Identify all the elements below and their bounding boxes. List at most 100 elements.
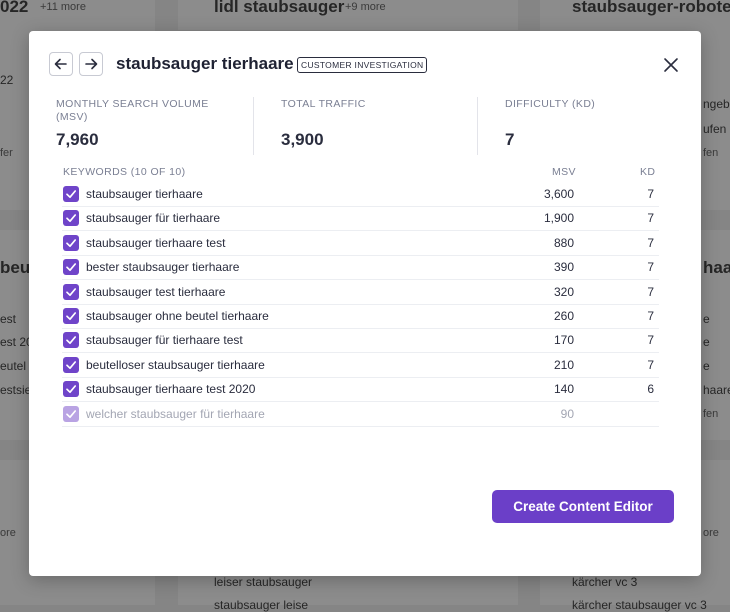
bg-text: ngebot (703, 97, 730, 111)
bg-text: ore (703, 527, 719, 539)
checkbox[interactable] (63, 234, 79, 251)
keyword-row: staubsauger tierhaare test 880 7 (62, 231, 659, 256)
bg-card (178, 576, 518, 605)
bg-text: staubsauger-roboter (572, 0, 730, 16)
keyword-row: staubsauger für tierhaare 1,900 7 (62, 206, 659, 232)
bg-text: fen (703, 147, 719, 159)
stat-value: 7 (505, 130, 515, 149)
bg-text: eutel (0, 359, 27, 373)
kd-value: 7 (647, 333, 654, 348)
badge: CUSTOMER INVESTIGATION (297, 57, 428, 73)
bg-text: 22 (0, 73, 14, 87)
bg-text: kärcher vc 3 (572, 575, 638, 589)
bg-text: e (703, 312, 710, 326)
kd-value: 6 (647, 382, 654, 397)
keyword: welcher staubsauger für tierhaare (86, 406, 265, 421)
next-button[interactable] (79, 52, 103, 76)
keyword: staubsauger tierhaare test 2020 (86, 382, 256, 397)
checkbox[interactable] (63, 308, 79, 324)
msv-value: 210 (553, 357, 574, 372)
check-icon (66, 312, 77, 321)
kd-value: 7 (647, 309, 654, 323)
check-icon (66, 336, 77, 345)
arrow-right-icon (85, 58, 98, 70)
divider (477, 97, 478, 155)
msv-value: 880 (553, 235, 574, 250)
bg-text: fen (703, 408, 719, 420)
checkbox[interactable] (63, 210, 79, 227)
prev-button[interactable] (49, 52, 73, 76)
bg-text: kärcher staubsauger vc 3 (572, 598, 707, 612)
check-icon (66, 190, 77, 199)
keyword: bester staubsauger tierhaare (86, 260, 240, 275)
check-icon (66, 360, 77, 369)
bg-text: +9 more (345, 1, 386, 13)
check-icon (66, 214, 77, 223)
keyword-row: staubsauger ohne beutel tierhaare 260 7 (62, 304, 659, 329)
bg-text: e (703, 335, 710, 349)
checkbox[interactable] (63, 186, 79, 202)
column-header: KEYWORDS (10 OF 10) (63, 166, 186, 178)
keyword-row: staubsauger tierhaare 3,600 7 (62, 182, 659, 207)
keyword: staubsauger tierhaare test (86, 235, 226, 250)
checkbox[interactable] (63, 405, 79, 422)
kd-value: 7 (647, 235, 654, 250)
keyword: staubsauger tierhaare (86, 187, 203, 201)
kd-value: 7 (647, 260, 654, 275)
checkbox[interactable] (63, 283, 79, 300)
keyword: staubsauger für tierhaare (86, 211, 221, 226)
column-header: MSV (552, 166, 576, 178)
kd-value: 7 (647, 187, 654, 201)
check-icon (66, 287, 77, 296)
checkbox[interactable] (63, 332, 79, 349)
bg-text: estsie (0, 383, 32, 397)
modal-title: staubsauger tierhaare (116, 54, 294, 73)
keyword-row: welcher staubsauger für tierhaare 90 (62, 402, 659, 427)
kd-value: 7 (647, 211, 654, 226)
column-header: KD (640, 166, 656, 178)
checkbox[interactable] (63, 356, 79, 373)
keyword: staubsauger für tierhaare test (86, 333, 243, 348)
bg-text: leiser staubsauger (214, 575, 313, 589)
msv-value: 320 (553, 284, 574, 299)
bg-card (178, 0, 518, 30)
bg-text: beu (0, 258, 31, 277)
keyword-row: staubsauger tierhaare test 2020 140 6 (62, 377, 659, 403)
stat-label: MONTHLY SEARCH VOLUME (MSV) (56, 98, 209, 123)
check-icon (66, 238, 77, 247)
bg-text: haare (703, 383, 730, 397)
check-icon (66, 409, 77, 418)
bg-text: ufen (703, 122, 727, 136)
arrow-left-icon (54, 58, 67, 70)
bg-text: est (0, 312, 17, 326)
bg-text: lidl staubsauger (214, 0, 345, 16)
bg-text: fer (0, 147, 13, 159)
keyword-row: staubsauger test tierhaare 320 7 (62, 280, 659, 305)
msv-value: 1,900 (543, 211, 574, 226)
check-icon (66, 385, 77, 394)
msv-value: 140 (553, 382, 574, 397)
keyword-row: staubsauger für tierhaare test 170 7 (62, 328, 659, 354)
keyword: beutelloser staubsauger tierhaare (86, 357, 265, 372)
check-icon (66, 263, 77, 272)
stat-label: TOTAL TRAFFIC (281, 98, 366, 110)
msv-value: 170 (553, 333, 574, 348)
bg-text: staubsauger leise (214, 598, 309, 612)
keyword-row: bester staubsauger tierhaare 390 7 (62, 255, 659, 281)
create-content-editor-button[interactable]: Create Content Editor (492, 490, 674, 523)
bg-text: est 20 (0, 335, 33, 349)
stat-label: DIFFICULTY (KD) (505, 98, 596, 110)
stat-value: 3,900 (281, 130, 324, 149)
bg-text: ore (0, 527, 16, 539)
kd-value: 7 (647, 357, 654, 372)
kd-value: 7 (647, 284, 654, 299)
msv-value: 3,600 (543, 187, 574, 201)
bg-text: haa (703, 258, 730, 277)
modal: staubsauger tierhaare CUSTOMER INVESTIGA… (29, 31, 701, 576)
close-button[interactable] (661, 55, 681, 75)
msv-value: 260 (553, 309, 574, 323)
checkbox[interactable] (63, 381, 79, 398)
bg-text: e (703, 359, 710, 373)
bg-text: 022 (0, 0, 29, 16)
checkbox[interactable] (63, 259, 79, 276)
